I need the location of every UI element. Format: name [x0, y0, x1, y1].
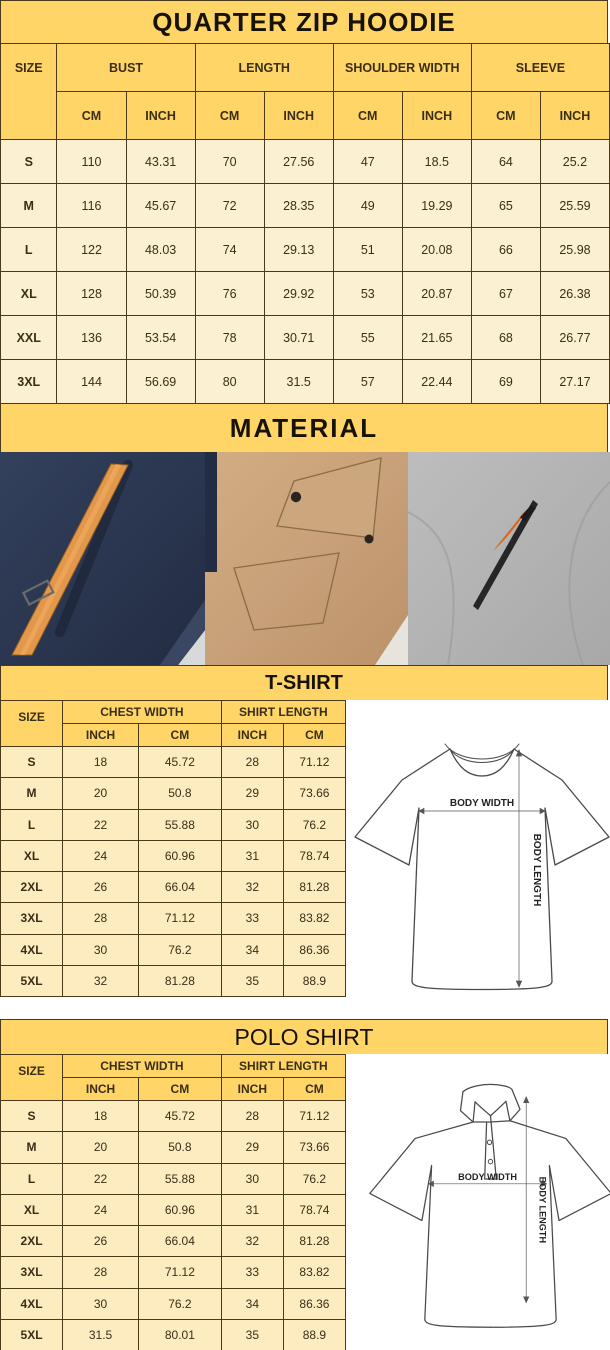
- svg-text:BODY WIDTH: BODY WIDTH: [450, 798, 514, 809]
- svg-text:BODY WIDTH: BODY WIDTH: [458, 1172, 517, 1182]
- svg-text:BODY LENGTH: BODY LENGTH: [538, 1177, 548, 1243]
- svg-text:BODY LENGTH: BODY LENGTH: [531, 834, 542, 907]
